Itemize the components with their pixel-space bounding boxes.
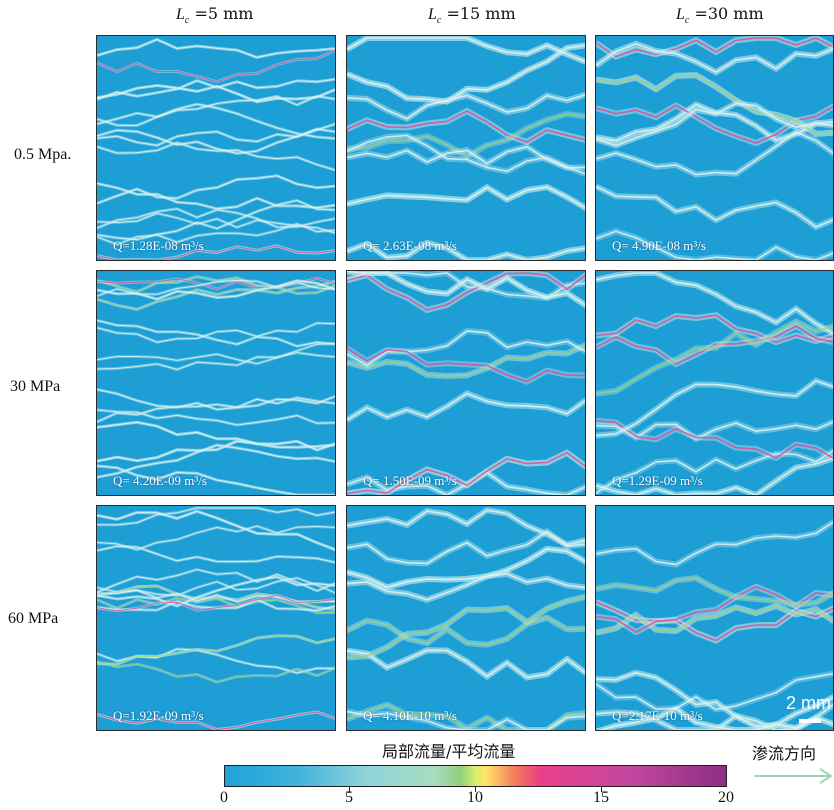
flow-texture [97,506,335,730]
flow-rate-label: Q= 4.20E-09 m³/s [113,473,207,488]
scale-bar [799,719,821,723]
flow-panel: Q=2.17E-10 m³/s 2 mm [595,505,834,731]
colorbar-tick-label: 10 [467,789,483,806]
flow-texture [347,36,585,260]
column-title-2: Lc =15 mm [428,4,516,27]
flow-panel: Q=1.29E-09 m³/s [595,270,834,496]
colorbar-tick-label: 20 [718,789,734,806]
colorbar [224,765,727,787]
column-title-1: Lc =5 mm [176,4,254,27]
colorbar-tick-label: 15 [593,789,609,806]
row-label-2: 30 MPa [10,378,61,395]
flow-panel: Q= 1.50E-09 m³/s [346,270,586,496]
flow-panel: Q= 4.90E-08 m³/s [595,35,834,261]
colorbar-tick [475,786,476,792]
flow-panel: Q= 2.63E-08 m³/s [346,35,586,261]
flow-direction-label: 渗流方向 [752,744,817,763]
flow-rate-label: Q= 4.10E-10 m³/s [363,708,457,723]
flow-texture [97,275,335,495]
flow-rate-label: Q= 1.50E-09 m³/s [363,473,457,488]
flow-rate-label: Q=1.92E-09 m³/s [113,708,204,723]
flow-texture [596,271,833,495]
flow-panel: Q=1.28E-08 m³/s [96,35,336,261]
flow-texture [596,36,833,260]
flow-texture [347,507,585,730]
flow-texture [97,37,335,260]
flow-panel: Q= 4.10E-10 m³/s [346,505,586,731]
row-label-1: 0.5 Mpa. [14,146,72,163]
column-title-3: Lc =30 mm [676,4,764,27]
flow-rate-label: Q=1.29E-09 m³/s [612,473,703,488]
colorbar-tick [601,786,602,792]
colorbar-tick-label: 0 [220,789,228,806]
flow-rate-label: Q= 2.63E-08 m³/s [363,238,457,253]
flow-panel: Q=1.92E-09 m³/s [96,505,336,731]
flow-texture [596,518,833,730]
flow-direction-arrow-icon [754,768,833,784]
colorbar-tick [349,786,350,792]
scale-bar-label: 2 mm [786,693,831,713]
flow-rate-label: Q= 4.90E-08 m³/s [612,238,706,253]
flow-texture [347,271,585,495]
flow-rate-label: Q=2.17E-10 m³/s [612,708,703,723]
colorbar-tick-label: 5 [345,789,353,806]
flow-panel: Q= 4.20E-09 m³/s [96,270,336,496]
flow-rate-label: Q=1.28E-08 m³/s [113,238,204,253]
colorbar-title: 局部流量/平均流量 [382,742,516,761]
row-label-3: 60 MPa [8,610,59,627]
